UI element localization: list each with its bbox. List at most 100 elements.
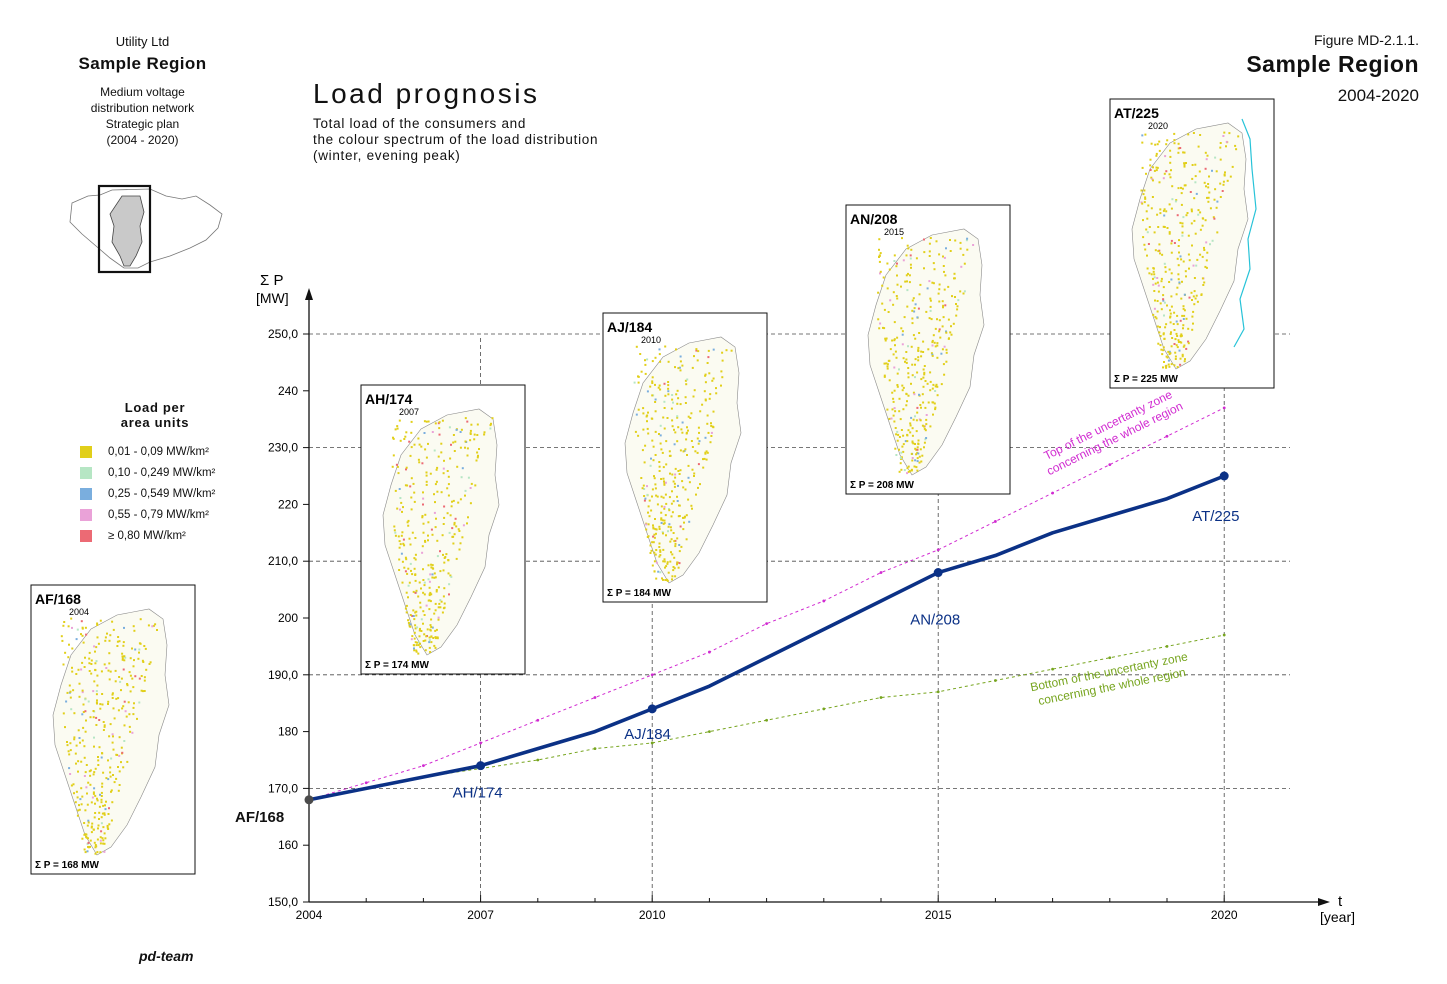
load-dot — [671, 511, 674, 514]
load-dot — [881, 284, 884, 287]
load-dot — [75, 790, 78, 793]
load-dot — [917, 307, 920, 310]
load-dot — [1193, 197, 1196, 200]
load-dot — [908, 281, 911, 284]
load-dot — [663, 427, 666, 430]
load-dot — [99, 707, 102, 710]
load-dot — [648, 515, 651, 518]
load-dot — [1168, 173, 1171, 176]
load-dot — [945, 351, 948, 354]
load-dot — [430, 626, 433, 628]
load-dot — [1222, 135, 1225, 137]
load-dot — [452, 434, 455, 436]
load-dot — [1169, 176, 1172, 179]
load-dot — [435, 517, 437, 520]
load-dot — [87, 781, 90, 784]
load-dot — [401, 510, 403, 513]
load-dot — [646, 427, 649, 430]
load-dot — [913, 393, 916, 396]
load-dot — [932, 334, 935, 337]
load-dot — [434, 636, 437, 639]
load-dot — [109, 670, 112, 673]
load-dot — [1165, 210, 1168, 213]
load-dot — [429, 600, 432, 603]
load-dot — [1166, 227, 1169, 229]
load-dot — [72, 783, 75, 786]
load-dot — [400, 552, 403, 555]
load-dot — [132, 625, 135, 628]
load-dot — [95, 716, 98, 719]
load-dot — [934, 385, 937, 388]
x-tick-label: 2007 — [467, 908, 494, 922]
load-dot — [919, 419, 922, 422]
x-axis-unit: [year] — [1320, 909, 1355, 925]
load-dot — [1168, 268, 1171, 271]
load-dot — [427, 539, 429, 542]
load-dot — [103, 663, 106, 666]
load-dot — [437, 616, 440, 619]
load-dot — [424, 539, 426, 542]
load-dot — [655, 528, 658, 531]
load-dot — [1201, 217, 1204, 220]
load-dot — [1151, 178, 1154, 181]
load-dot — [902, 434, 905, 437]
load-dot — [664, 345, 667, 348]
load-dot — [408, 440, 411, 443]
load-dot — [113, 781, 116, 784]
load-dot — [695, 349, 698, 352]
load-dot — [143, 679, 146, 682]
load-dot — [106, 826, 109, 829]
load-dot — [936, 318, 938, 321]
locator-region-outline — [69, 188, 223, 269]
load-dot — [466, 522, 468, 525]
legend: 0,01 - 0,09 MW/km² 0,10 - 0,249 MW/km² 0… — [80, 441, 215, 546]
load-dot — [666, 417, 669, 419]
load-dot — [107, 759, 109, 762]
load-dot — [427, 521, 430, 524]
load-dot — [100, 756, 103, 759]
load-dot — [399, 497, 402, 499]
load-dot — [400, 501, 403, 504]
load-dot — [447, 483, 450, 486]
load-dot — [1163, 314, 1165, 317]
load-dot — [85, 786, 88, 789]
load-dot — [653, 533, 656, 536]
point-label: AT/225 — [1192, 508, 1239, 525]
load-dot — [914, 337, 917, 340]
load-dot — [87, 841, 90, 844]
load-dot — [1145, 210, 1148, 213]
load-dot — [1152, 270, 1155, 273]
load-dot — [90, 663, 93, 665]
load-dot — [883, 308, 886, 311]
load-dot — [1143, 189, 1146, 192]
load-dot — [1180, 186, 1182, 189]
lower-band-point — [593, 747, 597, 751]
load-dot — [883, 327, 886, 330]
load-dot — [676, 537, 679, 540]
load-dot — [108, 639, 111, 642]
load-dot — [916, 457, 919, 460]
load-dot — [121, 657, 124, 660]
load-dot — [653, 551, 656, 554]
load-dot — [1174, 351, 1177, 354]
load-dot — [895, 433, 898, 436]
load-dot — [464, 417, 467, 420]
load-dot — [467, 476, 470, 479]
load-dot — [657, 386, 660, 389]
load-dot — [107, 778, 110, 781]
load-dot — [650, 509, 653, 512]
load-dot — [1194, 163, 1197, 166]
load-dot — [634, 430, 637, 433]
load-dot — [440, 451, 443, 454]
load-dot — [96, 699, 98, 702]
load-dot — [944, 274, 947, 277]
load-dot — [122, 705, 125, 708]
load-dot — [965, 239, 968, 242]
lower-band-point — [765, 718, 768, 722]
load-dot — [405, 431, 408, 434]
load-dot — [1219, 146, 1222, 149]
y-tick-label: 200 — [278, 611, 298, 625]
river-line — [1233, 118, 1257, 348]
load-dot — [647, 505, 650, 508]
load-dot — [686, 426, 688, 429]
